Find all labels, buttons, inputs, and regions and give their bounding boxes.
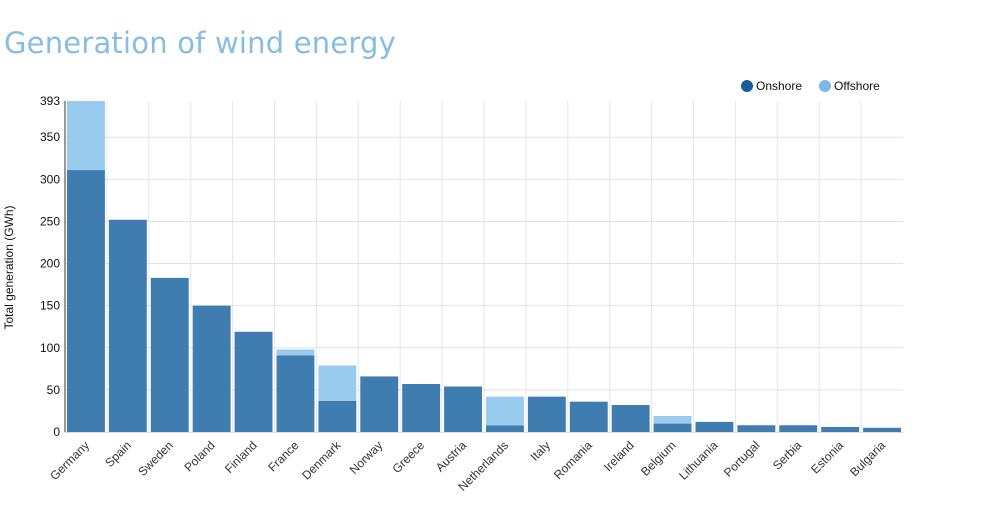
y-tick-label: 300 [40,172,60,186]
legend-swatch-onshore [741,80,753,92]
x-tick-label: Germany [47,438,92,483]
bar-onshore [695,421,734,432]
bar-onshore [150,277,189,432]
legend-item-offshore[interactable]: Offshore [819,79,880,93]
bar-onshore [611,405,650,432]
x-tick-label: Estonia [808,438,846,476]
chart-title: Generation of wind energy [4,26,396,60]
bar-onshore [108,219,147,432]
x-tick-label: Lithuania [676,438,721,483]
bar-onshore [821,426,860,432]
bar-onshore [318,400,357,432]
x-tick-label: Norway [347,438,386,477]
x-tick-label: Sweden [135,438,176,479]
bar-offshore [318,365,357,401]
x-tick-label: Greece [390,438,428,476]
bar-offshore [486,396,524,426]
x-tick-label: Italy [528,438,553,463]
bar-offshore [67,101,105,171]
x-tick-label: Romania [551,438,595,482]
y-tick-label: 50 [47,383,61,397]
bar-onshore [653,423,692,432]
legend-swatch-offshore [819,80,831,92]
y-tick-label: 250 [40,214,60,228]
bar-onshore [360,376,399,432]
y-tick-label: 100 [40,341,60,355]
legend-label: Offshore [834,79,880,93]
bar-onshore [192,305,231,432]
bar-onshore [444,386,482,432]
x-tick-label: Poland [181,438,217,474]
x-tick-label: France [265,438,302,475]
bar-onshore [737,425,776,432]
x-tick-label: Serbia [770,438,805,473]
y-tick-label: 0 [53,425,60,439]
bar-onshore [234,331,273,432]
x-tick-label: Finland [222,438,260,476]
bar-offshore [276,349,315,356]
legend-label: Onshore [756,79,803,93]
bar-onshore [569,401,608,432]
x-tick-label: Belgium [638,438,679,479]
bar-onshore [486,425,524,432]
x-tick-label: Austria [433,438,470,475]
bar-onshore [276,355,315,432]
bar-onshore [67,170,105,433]
bar-onshore [863,427,901,432]
x-tick-label: Bulgaria [847,438,888,479]
y-tick-label: 150 [40,299,60,313]
bar-onshore [402,383,441,432]
bar-offshore [653,415,692,424]
y-tick-label: 393 [40,94,60,108]
x-tick-label: Denmark [299,438,344,483]
y-axis-label: Total generation (GWh) [2,205,16,329]
bar-onshore [527,396,566,432]
y-tick-label: 350 [40,130,60,144]
x-tick-label: Spain [102,438,134,470]
bar-onshore [779,425,818,432]
y-tick-label: 200 [40,257,60,271]
legend-item-onshore[interactable]: Onshore [741,79,802,93]
x-tick-label: Portugal [721,438,763,480]
x-tick-label: Ireland [601,438,637,474]
